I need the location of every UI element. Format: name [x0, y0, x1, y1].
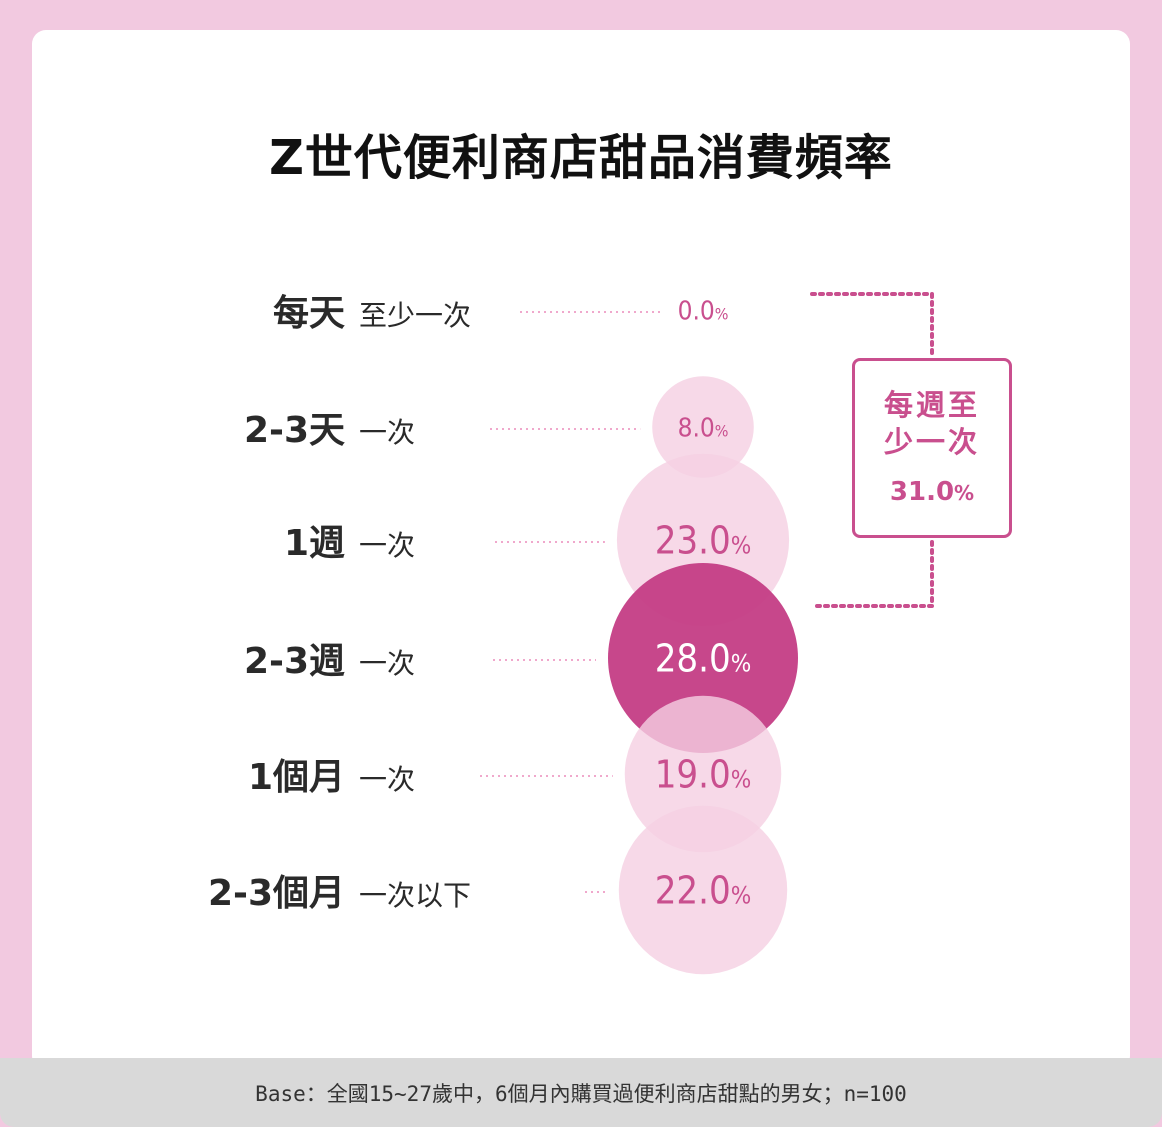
chart-card: [32, 30, 1130, 1070]
value-label: 22.0%: [655, 869, 752, 913]
bracket-bottom: [810, 540, 934, 608]
value-unit: %: [715, 304, 729, 323]
chart-title: Z世代便利商店甜品消費頻率: [269, 130, 893, 186]
value-unit: %: [731, 766, 752, 794]
category-main: 1週: [283, 523, 345, 564]
callout-value-unit: %: [954, 481, 975, 505]
value-number: 28.0: [655, 637, 731, 681]
value-number: 19.0: [655, 753, 731, 797]
bubble-highlight: [608, 563, 798, 753]
bubble: [652, 376, 754, 478]
category-main: 2-3天: [243, 410, 345, 451]
value-unit: %: [715, 421, 729, 440]
category-sub: 一次: [359, 763, 416, 796]
value-label: 19.0%: [655, 753, 752, 797]
category-sub: 一次: [359, 416, 416, 449]
value-number: 8.0: [678, 413, 715, 443]
category-main: 1個月: [247, 757, 345, 798]
value-unit: %: [731, 532, 752, 560]
category-label: 1週 一次: [265, 514, 415, 564]
category-main: 2-3週: [243, 641, 345, 682]
footer-note: Base：全國15~27歲中，6個月內購買過便利商店甜點的男女；n=100: [0, 1058, 1162, 1127]
category-sub: 一次: [359, 647, 416, 680]
value-label: 23.0%: [655, 519, 752, 563]
callout-value: 31.0%: [855, 477, 1009, 507]
value-label: 0.0%: [678, 296, 729, 326]
value-unit: %: [731, 882, 752, 910]
callout-label: 每週至少一次: [883, 388, 980, 459]
category-label: 2-3天 一次: [235, 401, 415, 451]
category-label: 1個月 一次: [235, 748, 415, 798]
weekly-callout-box: 每週至少一次 31.0%: [852, 358, 1012, 538]
bracket-top: [810, 292, 934, 358]
category-main: 2-3個月: [207, 873, 345, 914]
value-label: 8.0%: [678, 413, 729, 443]
category-label: 2-3個月 一次以下: [205, 864, 471, 914]
value-unit: %: [731, 650, 752, 678]
category-label: 每天 至少一次: [245, 284, 471, 334]
bubble: [618, 805, 788, 975]
callout-value-number: 31.0: [889, 477, 955, 507]
category-label: 2-3週 一次: [235, 632, 415, 682]
category-sub: 至少一次: [359, 299, 472, 332]
category-sub: 一次: [359, 529, 416, 562]
value-number: 22.0: [655, 869, 731, 913]
category-main: 每天: [272, 293, 345, 334]
value-number: 0.0: [678, 296, 715, 326]
value-label: 28.0%: [655, 637, 752, 681]
category-sub: 一次以下: [359, 879, 472, 912]
value-number: 23.0: [655, 519, 731, 563]
bubble: [624, 695, 782, 853]
